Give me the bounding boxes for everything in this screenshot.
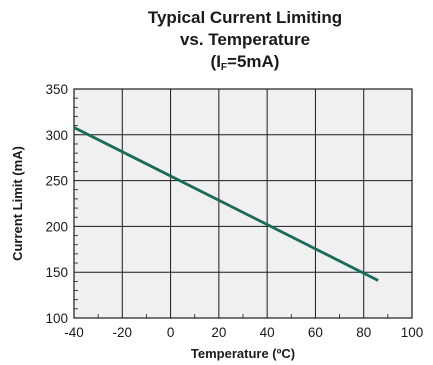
series-layer	[73, 126, 379, 282]
x-tick-label: 100	[401, 325, 424, 340]
plot-area	[74, 89, 412, 318]
y-tick-label: 100	[45, 311, 68, 326]
title-condition-prefix: (I	[210, 52, 221, 71]
title-condition-suffix: =5mA)	[227, 52, 280, 71]
chart-title-line-3: (IF=5mA)	[75, 51, 415, 73]
title-condition-subscript: F	[220, 62, 228, 73]
x-tick-label: 80	[356, 325, 371, 340]
x-axis-ticks: -40 -20 0 20 40 60 80 100	[64, 325, 423, 340]
y-axis-label: Current Limit (mA)	[10, 146, 25, 261]
series-line	[73, 126, 379, 282]
chart-title-line-2: vs. Temperature	[179, 30, 311, 49]
x-tick-label: 20	[211, 325, 226, 340]
y-tick-label: 350	[45, 82, 68, 97]
y-tick-label: 250	[45, 174, 68, 189]
y-tick-label: 300	[45, 128, 68, 143]
plot-frame	[73, 88, 413, 319]
x-tick-label: 40	[260, 325, 275, 340]
y-tick-label: 150	[45, 265, 68, 280]
x-tick-label: 60	[308, 325, 323, 340]
minor-ticks	[74, 97, 389, 318]
x-axis-label: Temperature (ºC)	[191, 346, 295, 361]
gridlines	[74, 89, 412, 318]
x-tick-label: -40	[64, 325, 84, 340]
x-tick-label: 0	[167, 325, 175, 340]
y-tick-label: 200	[45, 219, 68, 234]
x-tick-label: -20	[113, 325, 133, 340]
y-axis-ticks: 100 150 200 250 300 350	[45, 82, 68, 326]
chart-title-line-1: Typical Current Limiting	[147, 8, 343, 27]
